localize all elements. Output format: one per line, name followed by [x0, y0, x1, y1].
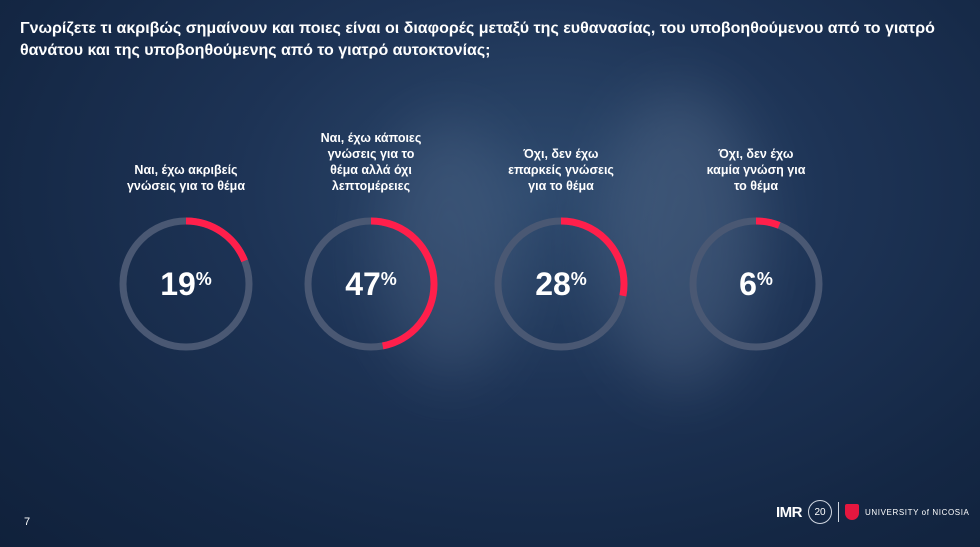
donut-percent-label: 28% [535, 266, 587, 302]
gauge-label: Ναι, έχω κάποιες γνώσεις για το θέμα αλλά … [286, 130, 456, 194]
page-title: Γνωρίζετε τι ακριβώς σημαίνουν και ποιες… [20, 20, 935, 59]
percent-value: 28 [535, 266, 571, 302]
gauge-label-line: για το θέμα [528, 179, 594, 193]
donut-ring: 6% [689, 217, 823, 351]
gauge-label-line: θέμα αλλά όχι [330, 163, 412, 177]
percent-unit: % [196, 269, 212, 289]
percent-value: 47 [345, 266, 381, 302]
donut-percent-label: 19% [160, 266, 212, 302]
university-logo-icon [845, 504, 859, 520]
donut-value-arc [494, 217, 628, 351]
gauge-label-line: γνώσεις για το θέμα [126, 179, 246, 193]
percent-unit: % [571, 269, 587, 289]
gauge-label-line: Ναι, έχω ακριβείς [134, 163, 238, 177]
page-number: 7 [24, 516, 31, 528]
gauge-label: Όχι, δεν έχω καμία γνώση για το θέμα [671, 146, 841, 194]
donut-ring: 19% [119, 217, 253, 351]
gauge-label-line: Ναι, έχω κάποιες [320, 131, 422, 145]
donut-percent-label: 47% [345, 266, 397, 302]
donut-value-arc [689, 217, 823, 351]
gauge-label-line: καμία γνώση για [706, 163, 806, 177]
percent-unit: % [381, 269, 397, 289]
percent-unit: % [757, 269, 773, 289]
donut-percent-label: 6% [739, 266, 773, 302]
gauge-label-line: το θέμα [733, 179, 779, 193]
footer-logos: IMR 20 UNIVERSITY of NICOSIA [776, 500, 969, 524]
donut-ring: 47% [304, 217, 438, 351]
percent-value: 19 [160, 266, 196, 302]
donut-value-arc [304, 217, 438, 351]
gauge-label-line: λεπτομέρειες [331, 179, 411, 193]
anniversary-badge: 20 [808, 500, 832, 524]
gauge-label-line: επαρκείς γνώσεις [508, 163, 614, 177]
gauge-label-line: Όχι, δεν έχω [718, 147, 794, 161]
gauge-label-line: γνώσεις για το [327, 147, 415, 161]
gauge-label-line: Όχι, δεν έχω [523, 147, 599, 161]
logo-divider [838, 502, 839, 522]
university-name: UNIVERSITY of NICOSIA [865, 507, 970, 517]
donut-ring: 28% [494, 217, 628, 351]
percent-value: 6 [739, 266, 757, 302]
gauge-label: Όχι, δεν έχω επαρκείς γνώσεις για το θέμα [476, 146, 646, 194]
imr-logo: IMR [776, 503, 803, 521]
gauge-label: Ναι, έχω ακριβείς γνώσεις για το θέμα [101, 162, 271, 194]
donut-value-arc [119, 217, 253, 351]
